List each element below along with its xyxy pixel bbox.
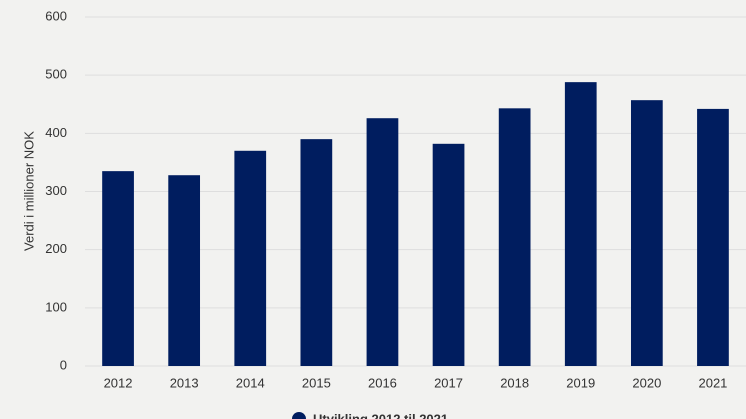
x-tick-label: 2012 xyxy=(104,375,133,390)
y-axis-label: Verdi i millioner NOK xyxy=(21,131,36,251)
y-tick-label: 300 xyxy=(45,183,67,198)
y-tick-label: 400 xyxy=(45,125,67,140)
x-tick-label: 2018 xyxy=(500,375,529,390)
bar xyxy=(498,108,531,367)
x-tick-label: 2013 xyxy=(170,375,199,390)
bar xyxy=(300,139,333,366)
y-tick-label: 600 xyxy=(45,8,67,23)
x-tick-label: 2019 xyxy=(566,375,595,390)
y-tick-label: 100 xyxy=(45,299,67,314)
y-tick-label: 0 xyxy=(60,357,67,372)
bar xyxy=(102,171,134,366)
y-tick-label: 200 xyxy=(45,241,67,256)
legend-swatch xyxy=(292,412,306,419)
bar xyxy=(564,82,597,366)
x-tick-label: 2021 xyxy=(698,375,727,390)
y-tick-label: 500 xyxy=(45,67,67,82)
bar xyxy=(366,118,399,367)
bar xyxy=(234,150,267,366)
x-tick-label: 2016 xyxy=(368,375,397,390)
x-tick-label: 2015 xyxy=(302,375,331,390)
bar xyxy=(168,175,201,366)
x-tick-label: 2017 xyxy=(434,375,463,390)
x-tick-label: 2014 xyxy=(236,375,265,390)
legend-label: Utvikling 2012 til 2021 xyxy=(313,411,448,419)
x-tick-label: 2020 xyxy=(632,375,661,390)
bar xyxy=(630,100,663,366)
bar xyxy=(432,143,465,366)
bar xyxy=(697,108,729,367)
